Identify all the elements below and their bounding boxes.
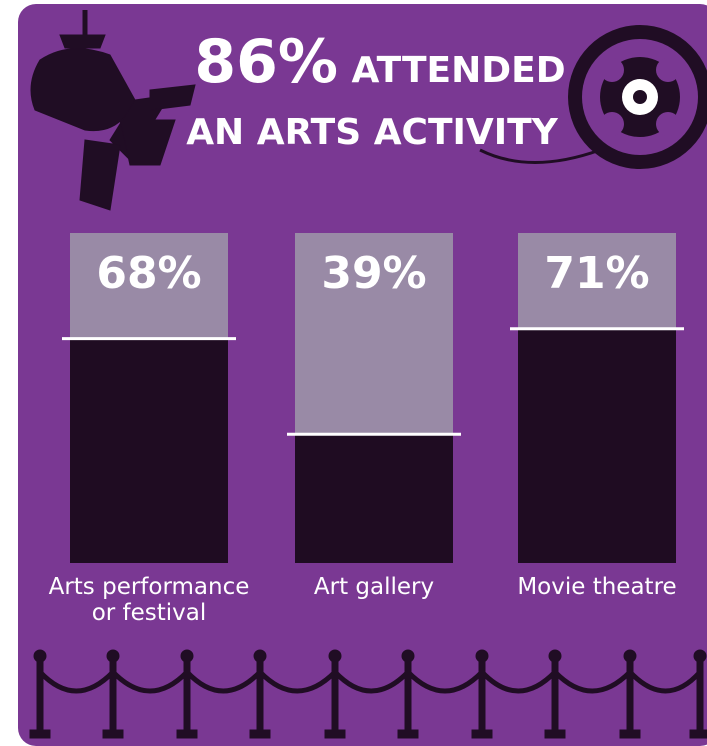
- spotlight-icon: [30, 10, 196, 211]
- post-base: [324, 729, 346, 739]
- post: [109, 659, 117, 733]
- post: [256, 659, 264, 733]
- post-base: [544, 729, 566, 739]
- title-text: ATTENDED: [352, 50, 566, 91]
- bar: [518, 328, 676, 563]
- value-label: 68%: [96, 248, 201, 299]
- post-base: [397, 729, 419, 739]
- post: [626, 659, 634, 733]
- post-base: [471, 729, 493, 739]
- chart-title: 86% ATTENDED: [194, 27, 565, 97]
- rope-barrier: [29, 649, 707, 739]
- bar: [70, 338, 228, 563]
- bar: [295, 434, 453, 563]
- post: [331, 659, 339, 733]
- post: [404, 659, 412, 733]
- value-label: 71%: [544, 248, 649, 299]
- post: [551, 659, 559, 733]
- post: [36, 659, 44, 733]
- post-base: [619, 729, 641, 739]
- category-label: Art gallery: [313, 574, 435, 600]
- film-reel-icon: [479, 25, 707, 169]
- title-highlight: 86%: [194, 27, 338, 97]
- post-base: [249, 729, 271, 739]
- post-base: [689, 729, 707, 739]
- post: [183, 659, 191, 733]
- post-base: [176, 729, 198, 739]
- post: [696, 659, 704, 733]
- post: [478, 659, 486, 733]
- value-label: 39%: [321, 248, 426, 299]
- category-label: Movie theatre: [517, 574, 677, 600]
- chart-title: AN ARTS ACTIVITY: [186, 112, 559, 153]
- post-base: [102, 729, 124, 739]
- category-label: Arts performance or festival: [48, 574, 250, 626]
- post-base: [29, 729, 51, 739]
